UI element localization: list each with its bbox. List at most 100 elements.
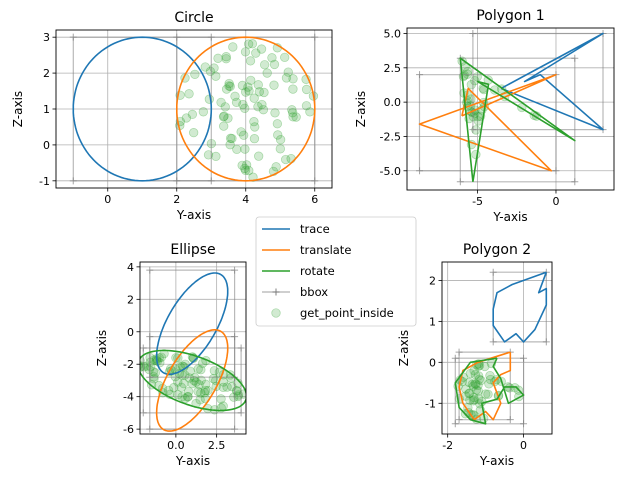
scatter-point: [205, 66, 216, 77]
scatter-point: [181, 113, 192, 123]
scatter-point: [200, 62, 210, 72]
y-tick-label: 4: [127, 261, 134, 274]
scatter-point: [221, 84, 232, 94]
scatter-point: [221, 54, 231, 64]
scatter-point: [193, 364, 203, 374]
bbox-corner-marker: [520, 354, 528, 362]
scatter-point: [270, 108, 280, 118]
x-tick-label: 2: [173, 193, 180, 206]
series-translate: [418, 73, 557, 172]
scatter-point: [224, 81, 234, 91]
scatter-point: [305, 107, 315, 117]
scatter-point: [254, 87, 265, 97]
bbox-corner-marker: [469, 126, 477, 134]
y-tick-label: -2: [123, 358, 134, 371]
scatter-point: [229, 392, 239, 402]
y-tick-label: 0: [43, 139, 50, 152]
x-tick-label: 4: [242, 193, 249, 206]
scatter-point: [468, 396, 478, 406]
scatter-point: [474, 374, 484, 384]
scatter-point: [288, 74, 298, 84]
scatter-point: [216, 394, 226, 404]
legend-entry-get_point_inside: get_point_inside: [271, 306, 394, 320]
scatter-point: [237, 80, 248, 91]
scatter-point: [259, 60, 270, 70]
y-tick-label: -5.0: [380, 165, 401, 178]
scatter-point: [240, 163, 250, 174]
scatter-point: [187, 109, 198, 120]
scatter-point: [191, 377, 201, 387]
axes-frame: [441, 261, 553, 435]
subplots: 0 2 4 6 -1 0 1 2 3 Circle Y-axis Z-axis -5 0 -5.0 -2.5 0…: [11, 8, 615, 468]
scatter-point: [469, 392, 479, 403]
y-axis-label: Z-axis: [354, 91, 368, 127]
series-bbox: [140, 266, 245, 433]
bbox-corner-marker: [237, 409, 245, 417]
bbox-corner-marker: [416, 167, 424, 175]
scatter-point: [224, 78, 234, 89]
plot-area: [140, 266, 246, 433]
scatter-point: [244, 86, 254, 96]
scatter-point: [484, 379, 494, 389]
scatter-point: [198, 107, 208, 117]
scatter-point: [173, 390, 183, 400]
y-tick-label: 0: [127, 326, 134, 339]
x-tick-label: -2: [442, 439, 453, 452]
scatter-point: [464, 388, 474, 399]
scatter-point: [219, 111, 229, 121]
y-axis-label: Z-axis: [11, 91, 25, 127]
scatter-point: [141, 361, 152, 371]
legend-entry-bbox: bbox: [262, 285, 328, 299]
scatter-point: [218, 382, 228, 393]
x-tick-label: 0: [520, 439, 527, 452]
scatter-point: [249, 117, 259, 127]
scatter-point: [288, 84, 298, 94]
scatter-point: [230, 91, 240, 101]
x-axis-label: Y-axis: [176, 208, 211, 222]
chart-title: Ellipse: [170, 242, 215, 258]
scatter-point: [220, 102, 230, 112]
scatter-point: [269, 59, 280, 70]
bbox-corner-marker: [173, 177, 181, 185]
scatter-point: [179, 378, 189, 389]
scatter-point: [228, 42, 238, 52]
scatter-point: [196, 365, 206, 375]
scatter-point: [471, 385, 482, 395]
scatter-point: [209, 366, 220, 376]
scatter-point: [223, 113, 233, 123]
legend-entry-translate: translate: [262, 243, 351, 257]
bbox-corner-marker: [451, 354, 459, 362]
scatter-point: [227, 133, 237, 144]
scatter-point: [241, 160, 252, 170]
legend-frame: [255, 216, 417, 327]
y-tick-label: 5.0: [384, 27, 402, 40]
bbox-corner-marker: [231, 266, 239, 274]
scatter-point: [239, 130, 249, 140]
scatter-point: [163, 385, 174, 396]
series-translate: [176, 36, 316, 182]
series-trace: [155, 272, 229, 376]
scatter-point: [473, 380, 483, 390]
bbox-line: [492, 271, 547, 343]
scatter-point: [465, 368, 476, 379]
bbox-corner-marker: [237, 344, 245, 352]
scatter-point: [184, 89, 194, 99]
scatter-point: [240, 144, 250, 154]
scatter-point: [471, 379, 481, 390]
scatter-point: [196, 388, 206, 398]
scatter-point: [171, 353, 181, 363]
subplot-polygon-2: -2 0 -1 0 1 2 Polygon 2 Y-axis Z-axis: [397, 242, 553, 468]
scatter-point: [469, 366, 479, 376]
legend-label: get_point_inside: [300, 306, 394, 320]
legend-dot-marker: [271, 308, 281, 318]
scatter-point: [249, 134, 260, 144]
scatter-point: [245, 56, 256, 66]
bbox-corner-marker: [140, 344, 147, 352]
scatter-point: [468, 381, 479, 391]
x-tick-label: 0: [104, 193, 111, 206]
bbox-corner-marker: [140, 409, 147, 417]
plot-area: [416, 29, 607, 186]
bbox-corner-marker: [455, 348, 463, 356]
scatter-point: [281, 73, 292, 83]
y-tick-label: -1: [425, 397, 436, 410]
